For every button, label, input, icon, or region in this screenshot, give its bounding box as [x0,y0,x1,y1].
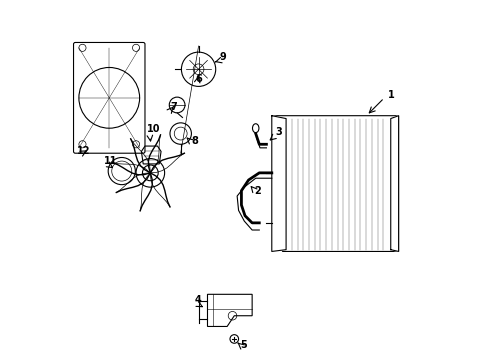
Text: 9: 9 [220,52,227,62]
Text: 11: 11 [104,156,118,166]
Text: 4: 4 [195,295,202,305]
Polygon shape [391,116,398,251]
Text: 10: 10 [147,124,160,134]
Text: 6: 6 [195,74,202,84]
Text: 5: 5 [241,340,247,350]
Polygon shape [272,116,286,251]
Circle shape [143,165,158,181]
Text: 8: 8 [192,136,198,146]
Text: 3: 3 [275,127,282,138]
Text: 1: 1 [388,90,394,100]
Text: 12: 12 [77,146,91,156]
Circle shape [136,158,165,187]
Text: 7: 7 [170,102,177,112]
Text: 2: 2 [254,186,261,196]
